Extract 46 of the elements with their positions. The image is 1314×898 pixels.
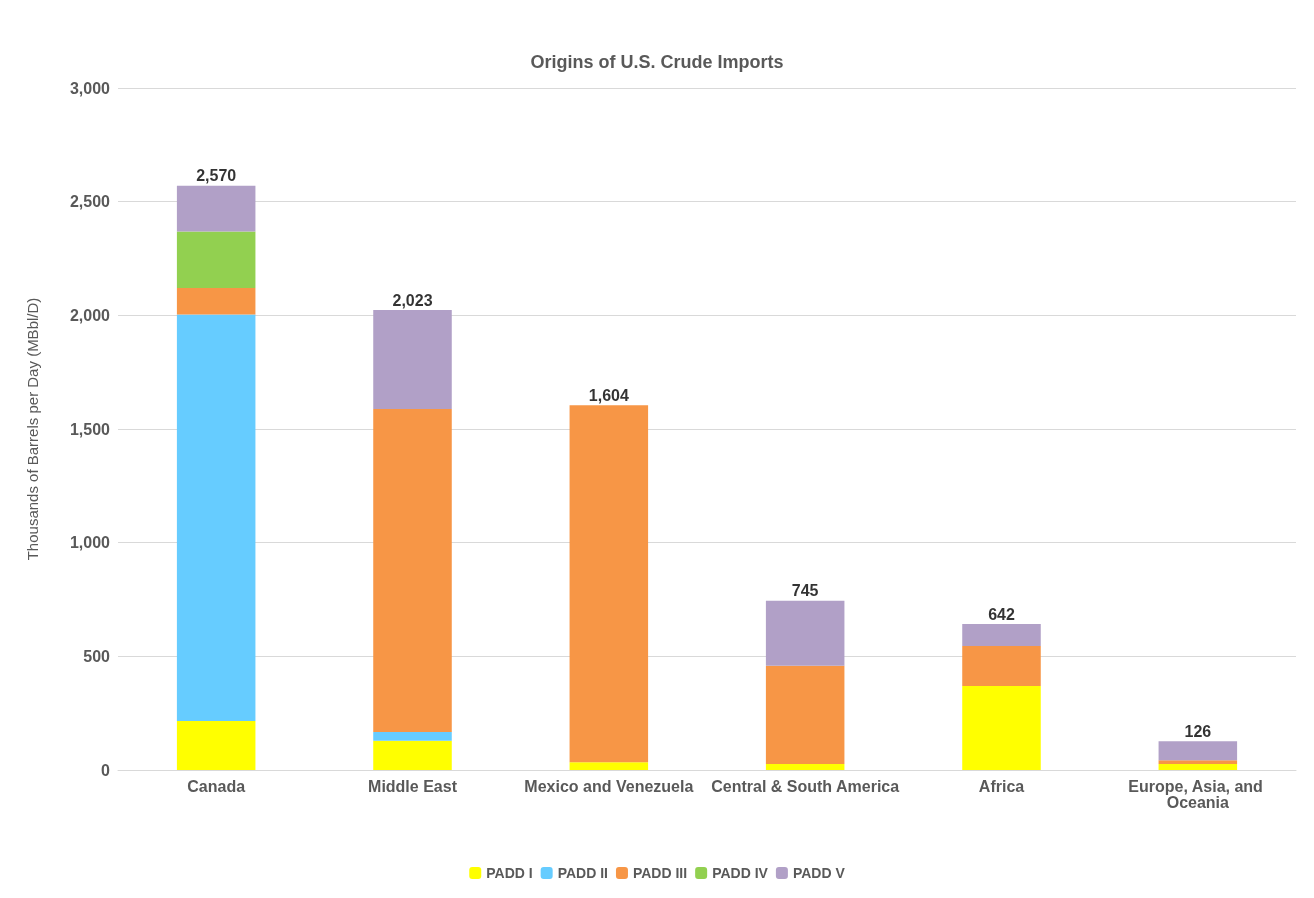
bar [569, 405, 649, 763]
x-tick-label: Middle East [368, 777, 458, 795]
total-label: 126 [1184, 722, 1212, 740]
y-tick-label: 1,500 [69, 420, 111, 438]
y-tick-label: 0 [101, 761, 111, 779]
bar [765, 600, 845, 666]
bar [176, 185, 256, 232]
total-label: 2,570 [196, 167, 237, 185]
bar [373, 740, 452, 770]
legend-label: PADD I [486, 865, 533, 881]
bar [765, 764, 845, 770]
legend-label: PADD III [632, 865, 688, 881]
total-label: 2,023 [392, 291, 433, 309]
bar [569, 762, 649, 770]
bar [1158, 764, 1238, 770]
y-tick-label: 1,000 [69, 534, 111, 552]
bar [176, 721, 256, 770]
y-axis-title: Thousands of Barrels per Day (MBbl/D) [24, 297, 41, 561]
x-tick-label: Europe, Asia, and Oceania [1128, 777, 1268, 811]
bar [962, 646, 1041, 687]
legend-label: PADD IV [712, 865, 769, 881]
bar [176, 314, 256, 722]
legend-label: PADD V [792, 865, 846, 881]
bar [962, 624, 1041, 647]
total-label: 642 [988, 605, 1015, 623]
total-label: 1,604 [588, 386, 629, 404]
bar [962, 686, 1041, 770]
total-label: 745 [791, 582, 819, 600]
x-tick-label: Canada [187, 777, 246, 795]
bar [176, 231, 256, 289]
y-tick-label: 500 [83, 647, 111, 665]
x-tick-label: Africa [978, 777, 1025, 795]
bar [176, 288, 256, 315]
bar [373, 732, 452, 741]
y-tick-label: 2,000 [69, 306, 111, 324]
bar [373, 310, 452, 409]
chart-title: Origins of U.S. Crude Imports [530, 52, 784, 72]
x-tick-label: Central & South America [711, 777, 900, 795]
legend-label: PADD II [557, 865, 608, 881]
x-tick-label: Mexico and Venezuela [524, 777, 694, 795]
bar [1158, 741, 1238, 761]
y-tick-label: 2,500 [69, 193, 111, 211]
bar [765, 665, 845, 765]
bar [373, 408, 452, 733]
bar [1158, 760, 1238, 765]
y-tick-label: 3,000 [69, 79, 111, 97]
